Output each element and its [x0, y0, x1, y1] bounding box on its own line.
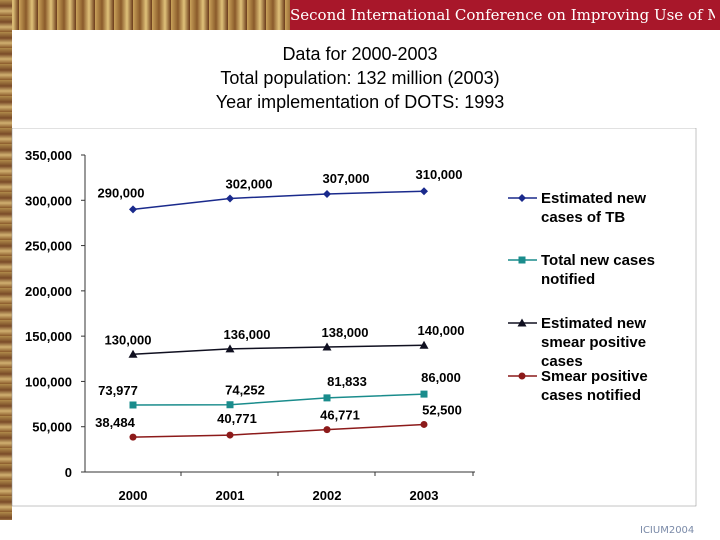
- data-label: 140,000: [418, 323, 465, 338]
- data-label: 46,771: [320, 408, 360, 423]
- chart-background: [11, 128, 697, 507]
- series-line: [132, 344, 425, 356]
- series-line: [132, 393, 425, 406]
- y-tick-label: 250,000: [25, 239, 72, 254]
- legend: Estimated new cases of TB Total new cases n…: [508, 190, 655, 404]
- temple-decoration-top: [0, 0, 290, 30]
- x-tick-label: 2001: [216, 488, 245, 503]
- data-point: [226, 431, 234, 439]
- data-label: 310,000: [416, 167, 463, 182]
- x-tick-label: 2003: [410, 488, 439, 503]
- data-label: 52,500: [422, 402, 462, 417]
- legend-label: Smear positive: [541, 368, 648, 385]
- y-tick-label: 350,000: [25, 148, 72, 163]
- series-line: [132, 190, 425, 211]
- data-label: 40,771: [217, 411, 257, 426]
- data-label: 307,000: [323, 171, 370, 186]
- data-point: [518, 194, 526, 202]
- data-label: 73,977: [98, 383, 138, 398]
- legend-label: Estimated new: [541, 190, 646, 207]
- title-line-2: Total population: 132 million (2003): [220, 68, 500, 88]
- legend-label: cases notified: [541, 387, 641, 404]
- data-point: [226, 194, 234, 203]
- data-point: [322, 342, 332, 351]
- data-point: [420, 390, 428, 398]
- line-chart: 0 50,000 100,000 150,000 200,000 250,000 300,0…: [11, 128, 697, 507]
- data-label: 38,484: [95, 415, 136, 430]
- data-point: [323, 394, 331, 402]
- series-line: [132, 423, 425, 438]
- banner-title: Second International Conference on Impro…: [290, 6, 715, 24]
- legend-label: Total new cases: [541, 252, 655, 269]
- title-line-1: Data for 2000-2003: [282, 44, 438, 64]
- data-point: [226, 401, 234, 409]
- legend-label: smear positive: [541, 334, 646, 351]
- data-label: 302,000: [226, 176, 273, 191]
- y-tick-label: 0: [65, 465, 72, 480]
- y-tick-label: 300,000: [25, 193, 72, 208]
- plot-area: 0 50,000 100,000 150,000 200,000 250,000 300,0…: [25, 148, 475, 503]
- data-label: 74,252: [225, 383, 265, 398]
- legend-label: Estimated new: [541, 315, 646, 332]
- data-point: [225, 344, 235, 353]
- data-label: 86,000: [421, 370, 461, 385]
- data-label: 290,000: [98, 185, 145, 200]
- title-line-3: Year implementation of DOTS: 1993: [215, 92, 505, 112]
- chart-title: Data for 2000-2003 Total population: 132…: [60, 42, 660, 114]
- data-point: [419, 340, 429, 349]
- y-tick-label: 150,000: [25, 329, 72, 344]
- legend-label: notified: [541, 271, 595, 288]
- y-tick-label: 50,000: [32, 420, 72, 435]
- x-tick-label: 2000: [119, 488, 148, 503]
- data-point: [420, 420, 428, 428]
- data-point: [128, 349, 138, 358]
- data-point: [518, 372, 526, 380]
- data-label: 136,000: [224, 327, 271, 342]
- data-point: [129, 205, 137, 214]
- data-point: [323, 426, 331, 434]
- data-point: [517, 318, 527, 327]
- data-label: 138,000: [322, 325, 369, 340]
- legend-label: cases of TB: [541, 209, 625, 226]
- data-point: [129, 401, 137, 409]
- data-point: [518, 256, 526, 264]
- legend-label: cases: [541, 353, 583, 370]
- data-label: 130,000: [105, 332, 152, 347]
- icium-logo: ICIUM2004: [640, 525, 695, 536]
- temple-decoration-left: [0, 0, 12, 520]
- data-point: [323, 189, 331, 198]
- y-tick-label: 200,000: [25, 284, 72, 299]
- data-point: [129, 433, 137, 441]
- x-tick-label: 2002: [313, 488, 342, 503]
- data-label: 81,833: [327, 374, 367, 389]
- y-tick-label: 100,000: [25, 374, 72, 389]
- data-point: [420, 187, 428, 196]
